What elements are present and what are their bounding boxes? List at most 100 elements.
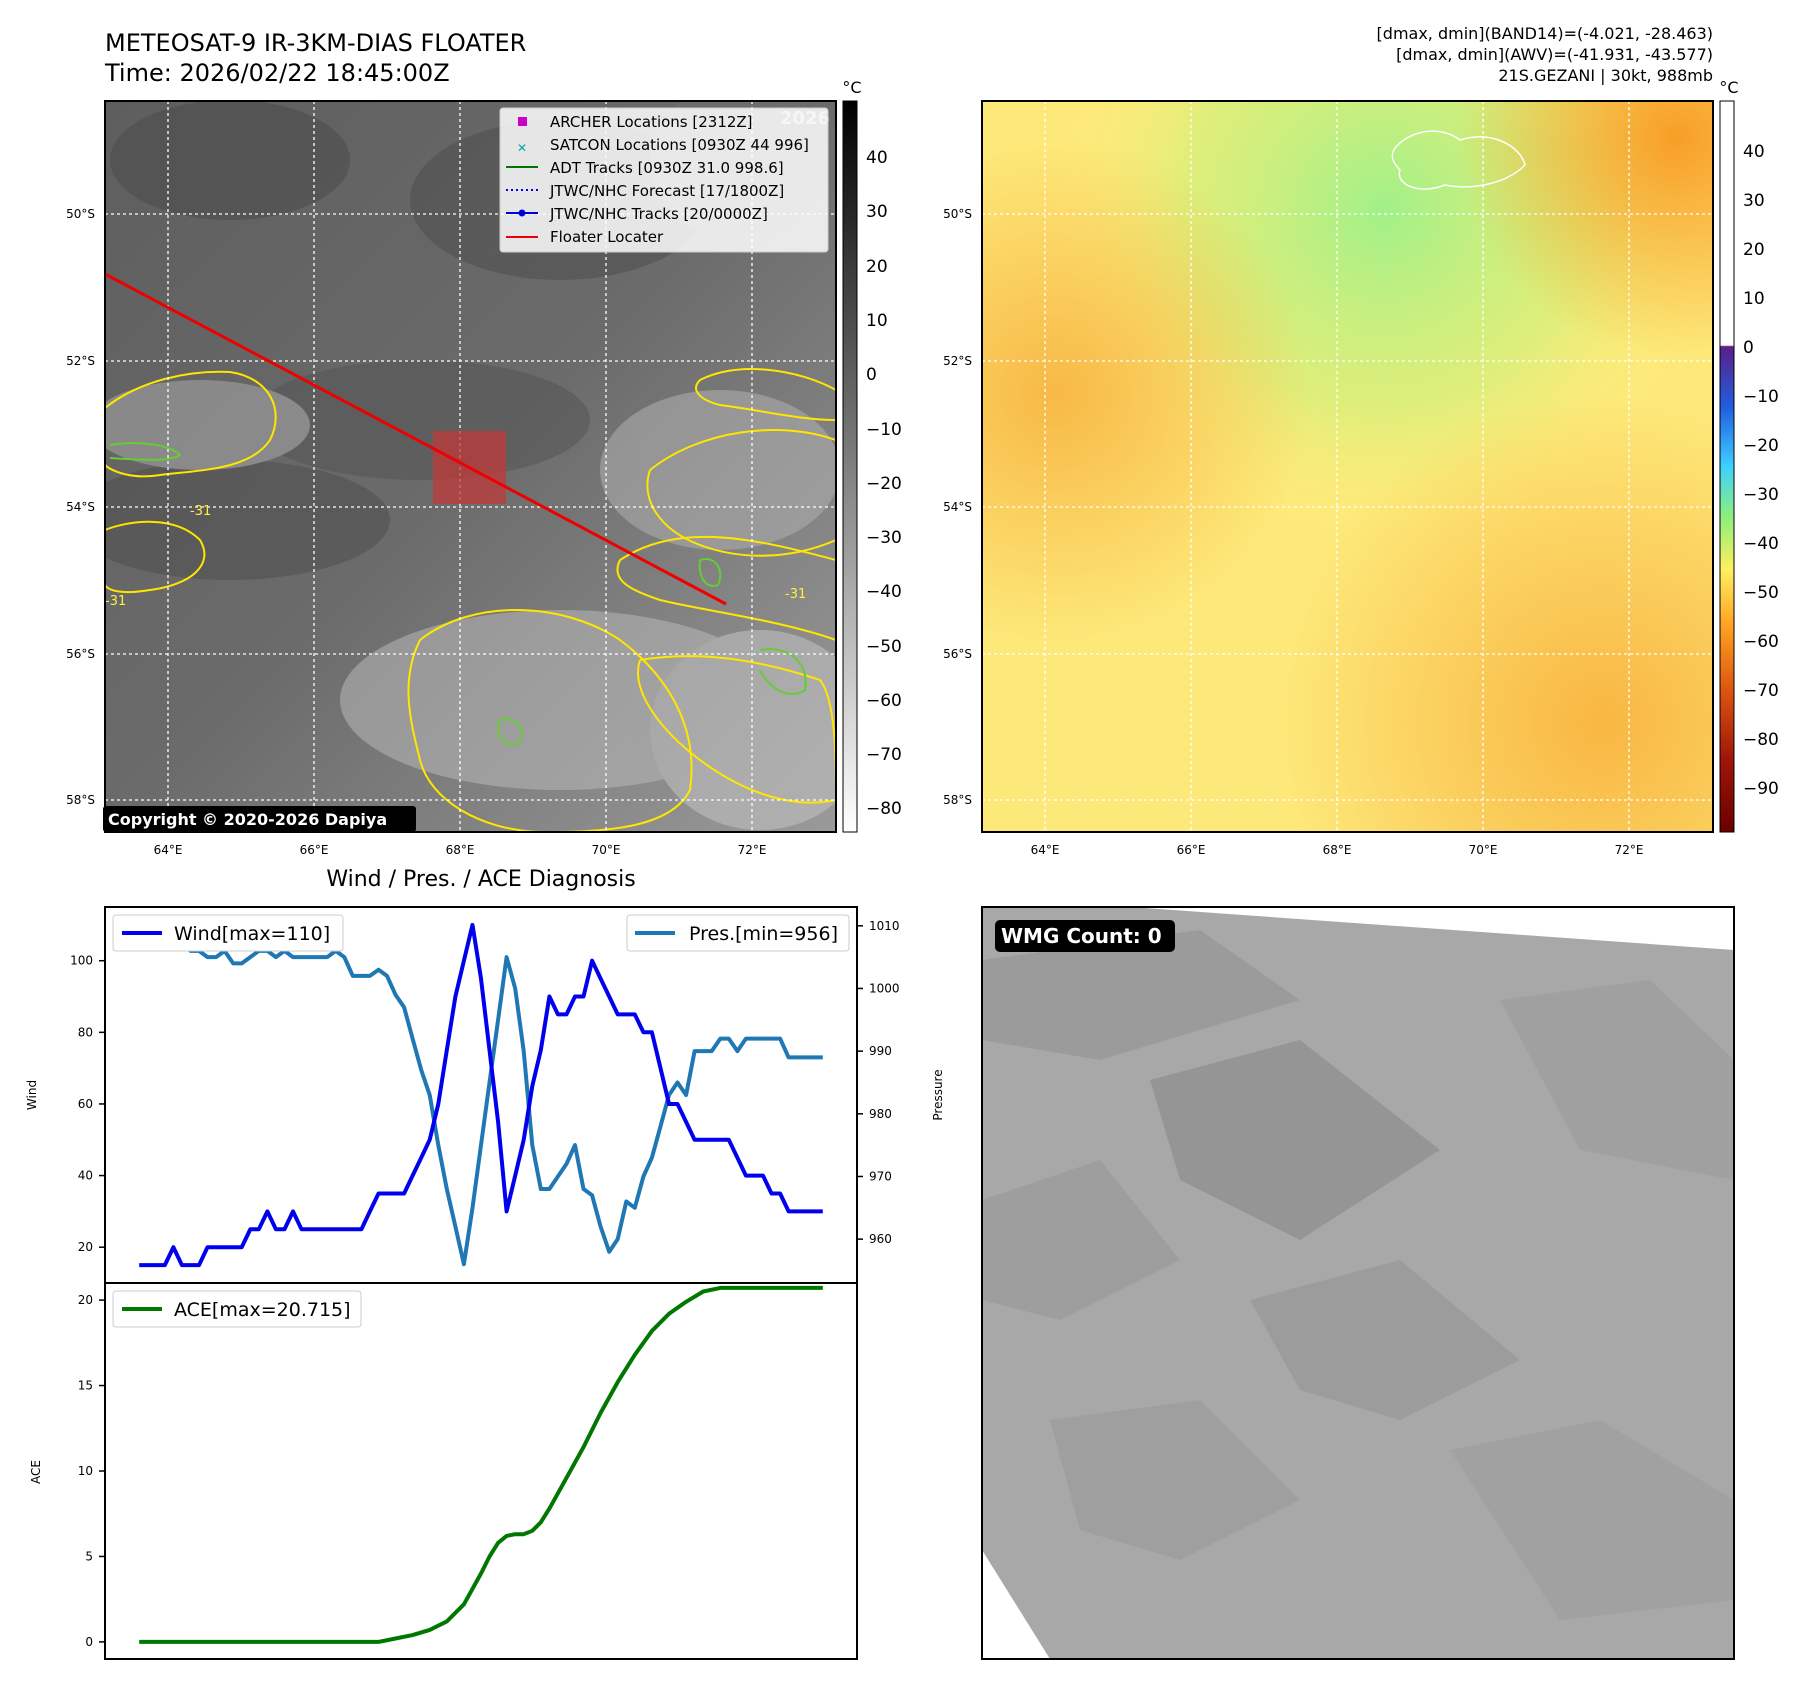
figure-title-line2: Time: 2026/02/22 18:45:00Z <box>104 59 450 87</box>
ir-colorbar-gradient <box>843 101 857 832</box>
map-legend: ✕ ARCHER Locations [2312Z] SATCON Locati… <box>500 108 828 252</box>
lon-tick: 72°E <box>1615 843 1644 857</box>
lat-tick: 50°S <box>66 207 95 221</box>
wind-axis-label: Wind <box>25 1080 39 1110</box>
wv-cbar-tick: −20 <box>1743 436 1779 456</box>
pressure-tick-label: 1000 <box>869 981 900 995</box>
ir-cbar-tick: −50 <box>866 637 902 657</box>
wind-legend: Wind[max=110] <box>113 915 343 951</box>
legend-archer: ARCHER Locations [2312Z] <box>550 113 753 131</box>
wv-lat-axis: 50°S 52°S 54°S 56°S 58°S <box>943 207 972 807</box>
ace-legend: ACE[max=20.715] <box>113 1291 361 1327</box>
wv-cbar-tick: −50 <box>1743 583 1779 603</box>
lat-tick: 52°S <box>66 354 95 368</box>
lat-tick: 52°S <box>943 354 972 368</box>
wind-legend-label: Wind[max=110] <box>174 923 330 945</box>
lon-tick: 70°E <box>592 843 621 857</box>
contour-label: -31 <box>785 587 806 602</box>
ir-colorbar-unit: °C <box>842 78 861 97</box>
ace-tick-label: 0 <box>85 1635 93 1649</box>
lon-tick: 68°E <box>1323 843 1352 857</box>
wv-cbar-tick: 0 <box>1743 338 1754 358</box>
ir-map-panel: -31 -31 -31 2026 ✕ ARCHER Locations [231… <box>66 78 902 857</box>
wind-chart-frame <box>105 907 857 1283</box>
ir-cbar-tick: 40 <box>866 148 888 168</box>
wind-tick-label: 60 <box>78 1097 93 1111</box>
wv-cbar-tick: −10 <box>1743 387 1779 407</box>
ace-tick-label: 10 <box>78 1464 93 1478</box>
wv-lon-axis: 64°E 66°E 68°E 70°E 72°E <box>1031 843 1644 857</box>
ir-cbar-tick: 20 <box>866 257 888 277</box>
ace-tick-label: 15 <box>78 1379 93 1393</box>
ace-chart: ACE 0 5 10 15 20 ACE[max=20.715] <box>29 1283 857 1659</box>
wv-cbar-tick: −40 <box>1743 534 1779 554</box>
lat-tick: 56°S <box>66 647 95 661</box>
wv-cbar-tick: −30 <box>1743 485 1779 505</box>
wv-cbar-tick: −90 <box>1743 779 1779 799</box>
lon-tick: 64°E <box>154 843 183 857</box>
diagnosis-title: Wind / Pres. / ACE Diagnosis <box>326 867 635 892</box>
ace-legend-label: ACE[max=20.715] <box>174 1299 351 1321</box>
wv-cbar-tick: −70 <box>1743 681 1779 701</box>
ace-tick-label: 5 <box>85 1549 93 1563</box>
wv-cbar-tick: 20 <box>1743 240 1765 260</box>
ir-lon-axis: 64°E 66°E 68°E 70°E 72°E <box>154 843 767 857</box>
ir-cbar-tick: 0 <box>866 365 877 385</box>
ir-cbar-tick: −70 <box>866 745 902 765</box>
ace-tick-label: 20 <box>78 1293 93 1307</box>
legend-tracks: JTWC/NHC Tracks [20/0000Z] <box>549 205 768 223</box>
ir-cbar-tick: 10 <box>866 311 888 331</box>
ir-cbar-tick: −80 <box>866 799 902 819</box>
legend-satcon: SATCON Locations [0930Z 44 996] <box>550 136 809 154</box>
ir-lat-axis: 50°S 52°S 54°S 56°S 58°S <box>66 207 95 807</box>
ir-colorbar: °C 40 30 20 10 0 −10 −20 −30 −40 −50 −60… <box>842 78 901 832</box>
archer-marker-icon <box>518 117 527 126</box>
lon-tick: 66°E <box>1177 843 1206 857</box>
lat-tick: 58°S <box>943 793 972 807</box>
ir-cbar-tick: −30 <box>866 528 902 548</box>
storm-info: 21S.GEZANI | 30kt, 988mb <box>1498 66 1713 85</box>
wv-dry-region-se <box>982 101 1713 832</box>
wv-cbar-tick: 30 <box>1743 191 1765 211</box>
lat-tick: 56°S <box>943 647 972 661</box>
wind-tick-label: 100 <box>70 954 93 968</box>
pressure-tick-label: 1010 <box>869 919 900 933</box>
awv-stats: [dmax, dmin](AWV)=(-41.931, -43.577) <box>1396 45 1713 64</box>
band14-stats: [dmax, dmin](BAND14)=(-4.021, -28.463) <box>1377 24 1713 43</box>
wv-cbar-tick: −80 <box>1743 730 1779 750</box>
ir-cbar-tick: −60 <box>866 691 902 711</box>
figure-canvas: METEOSAT-9 IR-3KM-DIAS FLOATER Time: 202… <box>0 0 1797 1690</box>
lat-tick: 54°S <box>66 500 95 514</box>
wv-colorbar-unit: °C <box>1719 78 1738 97</box>
wmg-count-label: WMG Count: 0 <box>1001 924 1162 948</box>
wind-pressure-chart: Wind Pressure 20 40 60 80 100 960 970 980 990 10… <box>25 907 945 1283</box>
pressure-y-ticks: 960 970 980 990 1000 1010 <box>857 919 900 1246</box>
satcon-marker-icon: ✕ <box>517 141 527 155</box>
wv-colorbar-gradient <box>1720 101 1734 832</box>
pressure-tick-label: 980 <box>869 1107 892 1121</box>
wmg-panel: WMG Count: 0 <box>982 907 1734 1659</box>
pressure-axis-label: Pressure <box>931 1069 945 1120</box>
wv-cbar-tick: 40 <box>1743 142 1765 162</box>
ir-cbar-tick: −10 <box>866 420 902 440</box>
lat-tick: 50°S <box>943 207 972 221</box>
pressure-legend: Pres.[min=956] <box>627 915 849 951</box>
pressure-legend-label: Pres.[min=956] <box>689 923 838 945</box>
ace-chart-frame <box>105 1283 857 1659</box>
wind-tick-label: 80 <box>78 1025 93 1039</box>
tracks-marker-icon <box>519 210 526 217</box>
pressure-tick-label: 960 <box>869 1232 892 1246</box>
pressure-tick-label: 970 <box>869 1169 892 1183</box>
lon-tick: 68°E <box>446 843 475 857</box>
wv-map-panel: 50°S 52°S 54°S 56°S 58°S 64°E 66°E 68°E … <box>943 78 1779 857</box>
wv-colorbar: °C 40 30 20 10 0 −10 −20 −30 −40 −50 −60… <box>1719 78 1778 832</box>
ace-y-ticks: 0 5 10 15 20 <box>78 1293 105 1649</box>
lon-tick: 64°E <box>1031 843 1060 857</box>
legend-forecast: JTWC/NHC Forecast [17/1800Z] <box>549 182 784 200</box>
wv-cbar-tick: −60 <box>1743 632 1779 652</box>
legend-adt: ADT Tracks [0930Z 31.0 998.6] <box>550 159 784 177</box>
wind-y-ticks: 20 40 60 80 100 <box>70 954 105 1254</box>
wind-tick-label: 20 <box>78 1240 93 1254</box>
wv-cbar-tick: 10 <box>1743 289 1765 309</box>
ir-cbar-tick: −20 <box>866 474 902 494</box>
